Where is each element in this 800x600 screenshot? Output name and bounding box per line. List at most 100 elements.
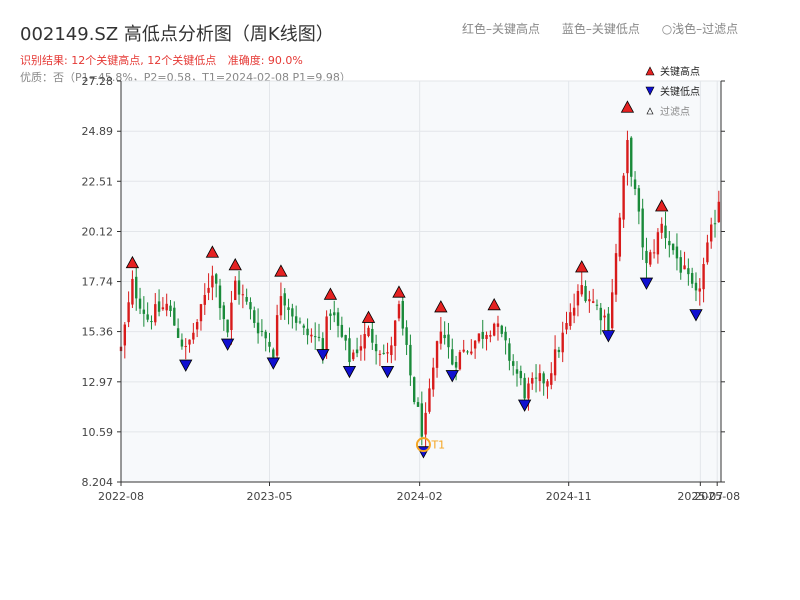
candle-body [470, 351, 473, 354]
candle-body [500, 325, 503, 334]
candle-body [565, 323, 568, 330]
candle-body [492, 323, 496, 336]
candle-body [253, 310, 256, 323]
candle-body [531, 378, 534, 384]
candle-body [272, 349, 275, 358]
candle-body [405, 327, 408, 345]
t1-label: T1 [430, 439, 445, 452]
candle-body [607, 313, 610, 331]
candle-body [279, 296, 283, 316]
legend-filtered-label: 过滤点 [660, 105, 690, 118]
candle-body [660, 223, 663, 233]
x-tick-label: 2025-07 [677, 490, 723, 503]
candle-body [371, 328, 374, 343]
candles [119, 130, 721, 447]
chart-title: 002149.SZ 高低点分析图（周K线图） [20, 24, 334, 45]
legend-low-icon [645, 86, 655, 96]
x-tick-label: 2025-08 [694, 490, 740, 503]
candle-body [671, 243, 675, 251]
candle-body [283, 293, 286, 306]
candle-body [214, 274, 218, 284]
candle-body [542, 373, 545, 384]
candle-body [363, 334, 366, 349]
candle-body [291, 308, 294, 317]
candle-body [630, 137, 633, 177]
y-tick-label: 15.36 [82, 326, 114, 339]
candle-body [184, 346, 187, 348]
candle-body [386, 352, 389, 354]
candle-body [550, 373, 553, 385]
candle-body [694, 282, 698, 291]
key-low-marker [445, 370, 459, 383]
candle-body [668, 240, 671, 246]
candle-body [420, 403, 424, 437]
candle-body [256, 322, 260, 334]
key-low-marker [689, 309, 703, 322]
candle-body [572, 307, 576, 316]
legend-blue-text: 蓝色–关键低点 [561, 22, 640, 36]
candle-body [340, 324, 344, 337]
key-low-marker [316, 349, 330, 362]
candle-body [626, 140, 629, 174]
candle-body [713, 223, 717, 225]
legend-high-icon [645, 66, 655, 76]
candle-body [523, 377, 526, 399]
candle-body [690, 273, 694, 284]
candle-body [687, 268, 690, 275]
candle-body [508, 343, 511, 361]
candle-body [192, 332, 195, 340]
result-accuracy: 准确度: 90.0% [227, 54, 303, 67]
candle-body [390, 345, 393, 356]
candle-body [207, 287, 210, 293]
candle-body [664, 225, 667, 239]
key-high-marker [125, 255, 140, 269]
candle-body [241, 294, 245, 296]
candle-body [378, 353, 382, 355]
candle-body [618, 217, 622, 257]
legend-high-label: 关键高点 [660, 65, 700, 78]
candle-body [546, 381, 549, 387]
candle-body [397, 304, 401, 319]
candle-body [294, 316, 298, 323]
candle-body [260, 330, 264, 332]
candle-body [325, 316, 328, 354]
key-low-marker [342, 365, 357, 379]
candle-body [534, 377, 538, 379]
candle-body [154, 304, 157, 323]
candle-body [138, 298, 142, 309]
candle-body [131, 278, 134, 305]
candle-body [588, 299, 591, 302]
candle-body [424, 412, 427, 435]
candle-body [199, 304, 203, 322]
candle-body [123, 324, 127, 346]
candle-body [515, 369, 519, 374]
candle-body [512, 361, 515, 366]
candle-body [203, 294, 206, 305]
key-low-marker [266, 357, 280, 370]
candle-body [195, 322, 199, 330]
candle-body [432, 367, 435, 390]
candle-body [435, 341, 439, 368]
candle-body [150, 320, 153, 323]
key-high-marker [575, 260, 589, 273]
candle-body [268, 341, 271, 347]
candle-body [637, 188, 641, 212]
candle-body [146, 314, 149, 320]
candle-body [641, 208, 644, 248]
candle-body [310, 334, 313, 337]
candle-body [165, 303, 168, 311]
axes: 8.204 10.59 12.97 15.36 17.74 20.12 22.51 24.89… [82, 75, 741, 503]
candle-body [557, 349, 561, 353]
candle-body [313, 336, 317, 338]
candle-body [710, 224, 713, 242]
candle-body [355, 349, 359, 354]
candle-body [329, 313, 332, 316]
candle-body [584, 285, 587, 302]
y-tick-label: 17.74 [82, 276, 114, 289]
candle-body [374, 343, 378, 352]
key-point-markers: T1 [125, 100, 703, 459]
key-high-marker [323, 287, 338, 300]
candle-body [439, 331, 443, 344]
candle-body [477, 333, 481, 342]
candle-body [333, 312, 336, 316]
